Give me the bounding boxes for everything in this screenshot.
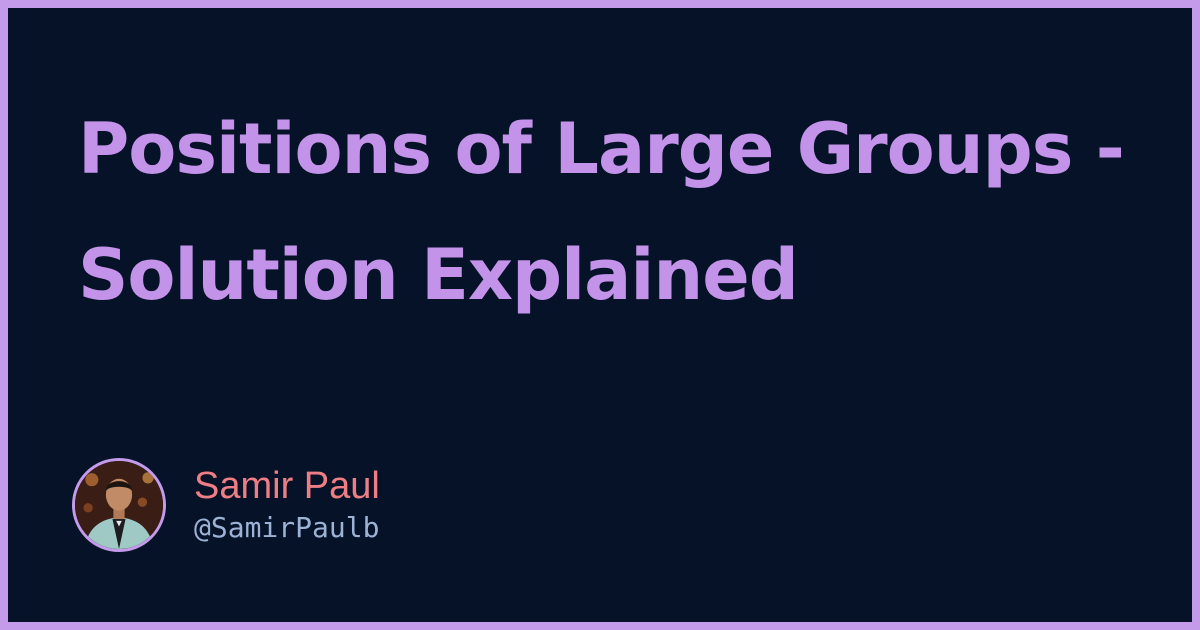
author-handle: @SamirPaulb [194,511,380,544]
author-details: Samir Paul @SamirPaulb [194,464,380,546]
author-name: Samir Paul [194,465,380,507]
avatar-photo [75,461,163,549]
page-title: Positions of Large Groups - Solution Exp… [78,108,1125,316]
avatar [72,458,166,552]
author-byline: Samir Paul @SamirPaulb [72,458,380,552]
